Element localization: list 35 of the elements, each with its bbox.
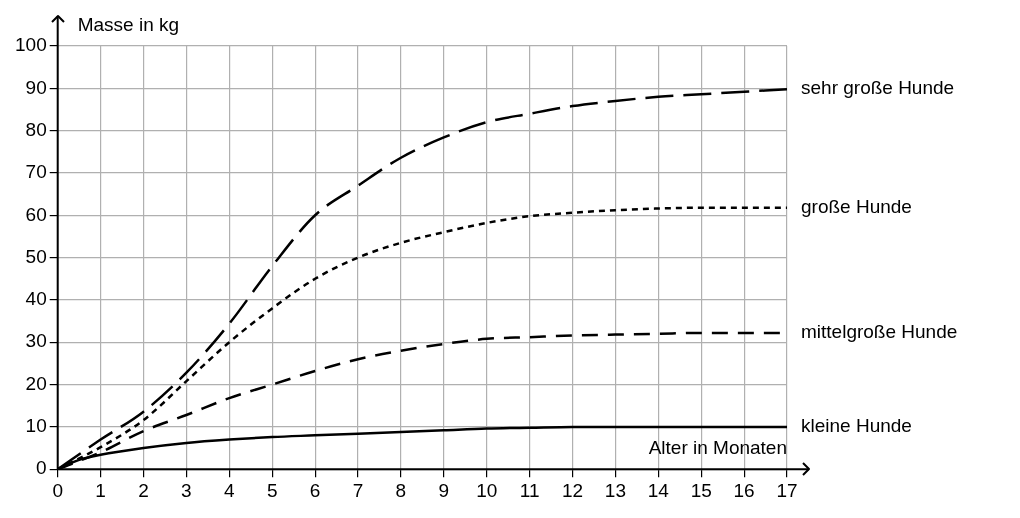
series-label: sehr große Hunde — [801, 77, 955, 99]
y-tick-label: 0 — [36, 457, 47, 479]
x-tick-label: 14 — [647, 479, 670, 501]
series-label: große Hunde — [801, 195, 912, 217]
x-tick-label: 8 — [395, 479, 407, 501]
x-tick-label: 0 — [52, 479, 63, 501]
y-tick-label: 90 — [25, 76, 47, 98]
x-tick-label: 3 — [181, 479, 192, 501]
series-label: mittelgroße Hunde — [801, 321, 958, 343]
y-tick-label: 40 — [25, 288, 47, 310]
x-tick-label: 7 — [352, 479, 364, 501]
x-tick-label: 9 — [438, 479, 450, 501]
y-axis-title: Masse in kg — [77, 14, 180, 36]
x-tick-label: 11 — [519, 479, 540, 501]
x-tick-label: 2 — [138, 479, 149, 501]
x-tick-label: 10 — [476, 479, 498, 501]
x-tick-label: 4 — [224, 479, 236, 501]
y-tick-label: 80 — [25, 118, 47, 140]
x-tick-label: 6 — [309, 479, 321, 501]
x-axis-title: Alter in Monaten — [648, 437, 787, 459]
y-tick-label: 50 — [25, 245, 47, 267]
x-tick-label: 12 — [561, 479, 584, 501]
y-tick-label: 10 — [25, 415, 47, 437]
y-tick-label: 100 — [15, 34, 47, 56]
series-label: kleine Hunde — [801, 415, 912, 437]
x-tick-label: 16 — [733, 479, 755, 501]
y-tick-label: 30 — [25, 330, 47, 352]
x-tick-label: 1 — [95, 479, 106, 501]
y-tick-label: 70 — [25, 161, 47, 183]
x-tick-label: 13 — [604, 479, 626, 501]
x-tick-label: 5 — [266, 479, 278, 501]
y-tick-label: 20 — [25, 372, 47, 394]
y-tick-label: 60 — [25, 203, 47, 225]
x-tick-label: 15 — [690, 479, 712, 501]
x-tick-label: 17 — [776, 479, 798, 501]
